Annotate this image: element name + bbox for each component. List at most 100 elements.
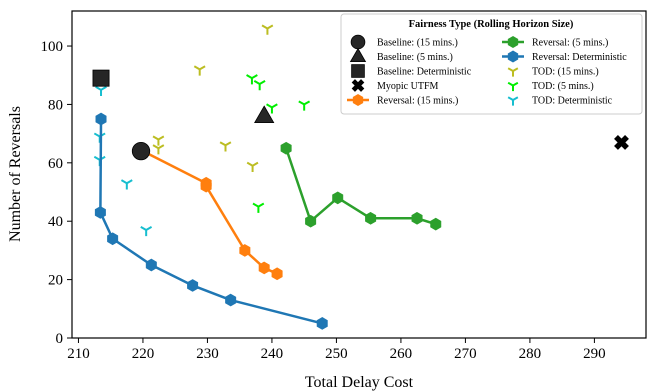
data-point — [219, 141, 232, 152]
y-tick-label: 100 — [41, 39, 64, 55]
data-point — [365, 211, 377, 225]
legend-label: Myopic UTFM — [377, 81, 439, 92]
legend-title: Fairness Type (Rolling Horizon Size) — [409, 19, 574, 30]
plot-frame — [71, 10, 647, 339]
y-tick-label: 20 — [48, 273, 63, 289]
series-0 — [131, 142, 151, 161]
legend-entry: TOD: Deterministic — [507, 96, 613, 107]
data-point — [614, 134, 629, 150]
data-point — [411, 211, 423, 225]
series-line — [284, 147, 437, 226]
legend-entry: Myopic UTFM — [351, 79, 439, 92]
legend-entry: Reversal: (15 mins.) — [347, 94, 458, 107]
legend-marker — [507, 50, 519, 63]
legend-label: Reversal: (15 mins.) — [377, 96, 458, 107]
data-point — [253, 80, 266, 91]
x-tick-label: 280 — [519, 346, 542, 362]
legend-entry: TOD: (5 mins.) — [507, 81, 594, 92]
x-tick-label: 230 — [196, 346, 219, 362]
legend-marker — [507, 67, 519, 77]
x-tick-label: 250 — [325, 346, 348, 362]
data-point — [131, 142, 151, 161]
y-tick-label: 40 — [48, 214, 63, 230]
data-point — [280, 141, 292, 155]
data-point — [261, 24, 274, 35]
y-tick-label: 80 — [48, 97, 63, 113]
legend-entry: TOD: (15 mins.) — [507, 67, 599, 78]
series-2 — [92, 69, 110, 87]
data-point — [120, 179, 133, 190]
series-1 — [254, 105, 275, 123]
data-point — [152, 144, 165, 155]
legend-marker — [507, 36, 519, 48]
data-point — [246, 161, 259, 172]
data-point — [92, 69, 110, 87]
series-3 — [614, 134, 629, 150]
legend-box — [340, 13, 643, 115]
x-tick-label: 240 — [261, 346, 284, 362]
x-tick-label: 220 — [132, 346, 155, 362]
data-point — [430, 217, 442, 231]
series-4 — [137, 144, 283, 281]
ticks-layer: 210 220 230 240 250 260 270 280 290 0 20 40 60 80 100 — [41, 39, 606, 362]
data-point — [254, 105, 275, 123]
data-point — [95, 112, 107, 126]
data-point — [95, 85, 107, 97]
legend-label: Reversal: Deterministic — [532, 52, 627, 63]
series-line — [142, 150, 278, 275]
data-point — [193, 65, 206, 76]
y-tick-label: 60 — [48, 156, 63, 172]
data-point — [298, 100, 311, 111]
data-point — [225, 293, 237, 307]
data-point — [252, 202, 265, 213]
legend-label: Baseline: (5 mins.) — [377, 52, 453, 63]
data-point — [107, 232, 119, 246]
series-6 — [94, 112, 328, 330]
legend-marker — [351, 79, 365, 92]
legend-marker — [507, 81, 519, 92]
data-point — [258, 261, 270, 275]
data-point — [152, 135, 165, 146]
legend-label: TOD: (15 mins.) — [532, 67, 599, 78]
legend-label: Baseline: (15 mins.) — [377, 38, 458, 49]
legend-marker — [352, 94, 364, 106]
legend-label: TOD: Deterministic — [532, 96, 613, 107]
series-7 — [152, 24, 274, 172]
data-point — [94, 206, 106, 219]
data-point — [140, 226, 153, 237]
legend: Fairness Type (Rolling Horizon Size) Bas… — [340, 13, 643, 115]
legend-marker — [350, 34, 366, 50]
legend-entry: Baseline: (5 mins.) — [349, 47, 453, 63]
data-point — [266, 103, 278, 114]
x-axis-label: Total Delay Cost — [305, 374, 414, 391]
x-tick-label: 210 — [67, 346, 90, 362]
data-point — [239, 244, 251, 257]
data-point — [187, 279, 199, 292]
series-5 — [280, 141, 442, 231]
legend-label: TOD: (5 mins.) — [532, 81, 594, 92]
x-tick-label: 290 — [583, 346, 606, 362]
y-axis-label: Number of Reversals — [7, 106, 24, 242]
legend-label: Baseline: Deterministic — [377, 67, 472, 78]
data-point — [200, 179, 212, 193]
x-tick-label: 270 — [454, 346, 477, 362]
data-point — [316, 317, 328, 330]
legend-marker — [349, 47, 367, 63]
data-point — [305, 214, 317, 228]
x-tick-label: 260 — [390, 346, 413, 362]
legend-label: Reversal: (5 mins.) — [532, 38, 608, 49]
marks-layer — [92, 24, 629, 330]
data-point — [271, 267, 283, 281]
legend-entry: Baseline: Deterministic — [351, 64, 472, 78]
series-8 — [246, 74, 311, 213]
data-point — [145, 258, 157, 272]
legend-entries: Baseline: (15 mins.) Baseline: (5 mins.) B… — [347, 34, 627, 107]
data-point — [332, 191, 344, 205]
legend-marker — [507, 96, 519, 106]
legend-entry: Reversal: (5 mins.) — [502, 36, 608, 49]
legend-entry: Reversal: Deterministic — [502, 50, 627, 63]
legend-marker — [351, 64, 365, 78]
data-point — [246, 74, 258, 85]
y-tick-label: 0 — [56, 331, 64, 347]
